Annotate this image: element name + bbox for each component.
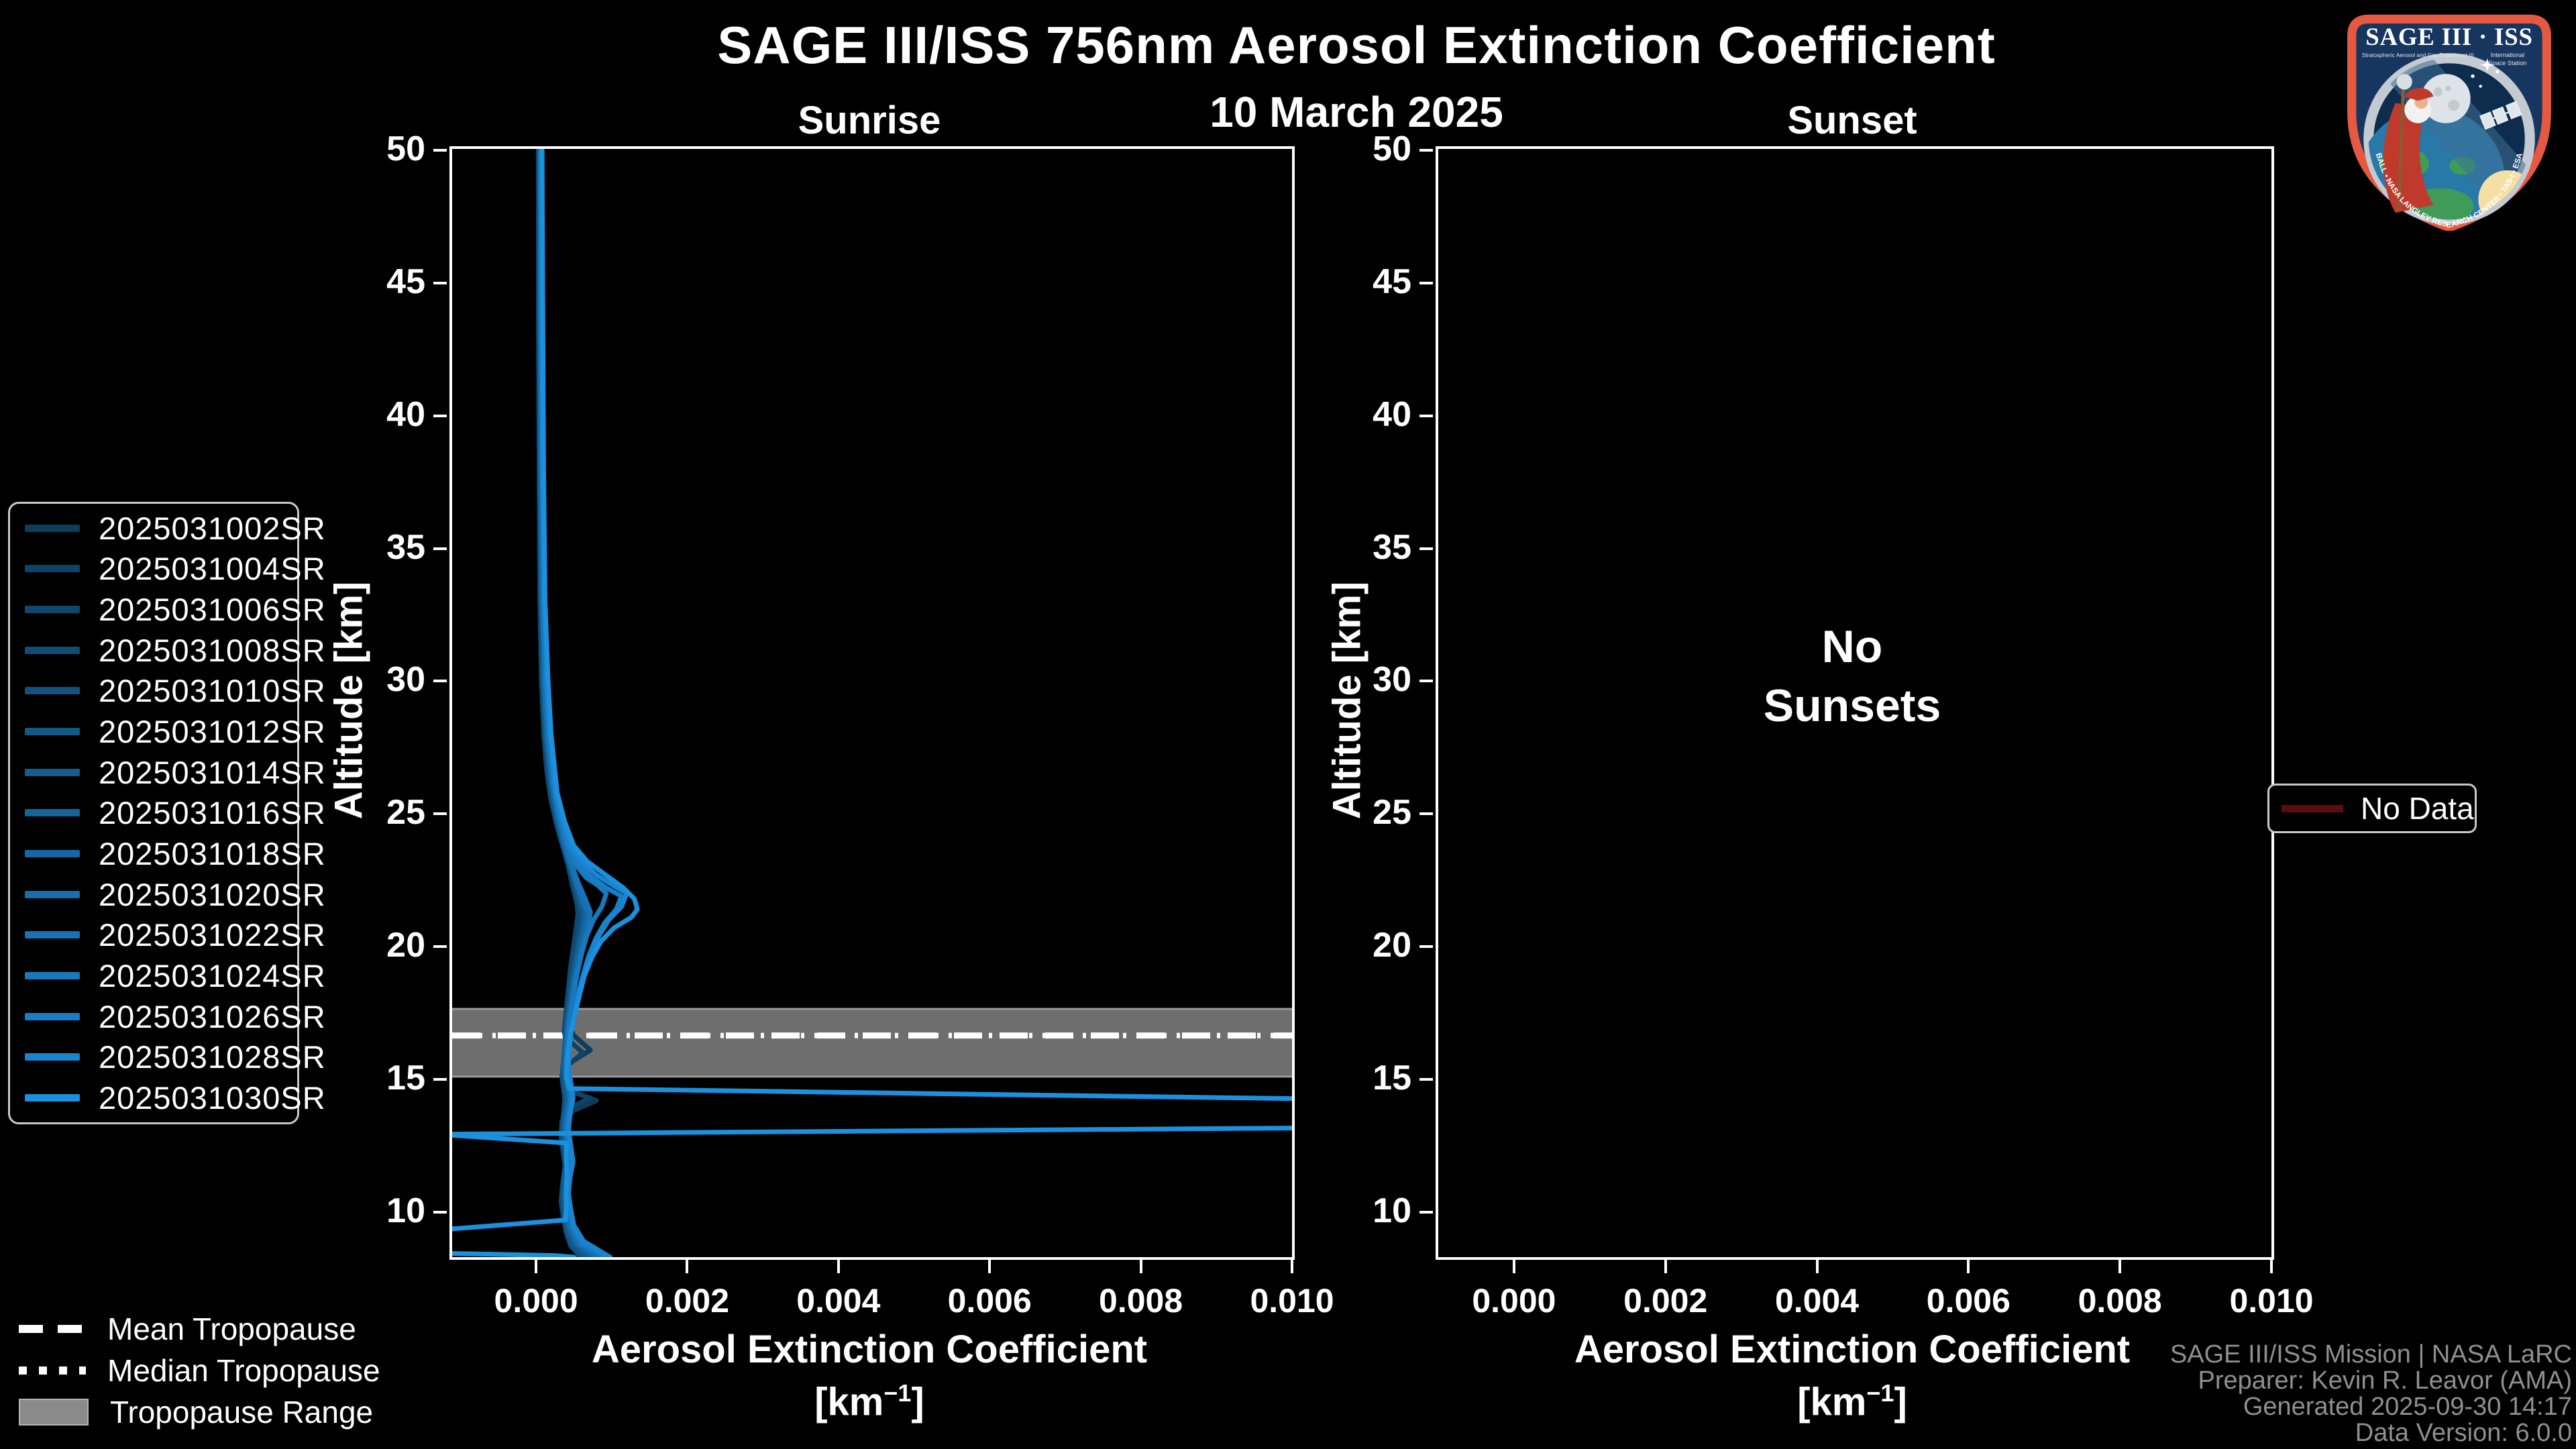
median-tropopause-legend-item: Median Tropopause bbox=[19, 1350, 380, 1391]
logo-title: SAGE III · ISS bbox=[2365, 23, 2532, 50]
no-data-line-sample bbox=[2282, 804, 2343, 812]
tropopause-range-legend-item: Tropopause Range bbox=[19, 1391, 380, 1433]
iss-icon bbox=[2479, 101, 2522, 130]
event-legend-item: 2025031022SR bbox=[10, 916, 325, 953]
logo-iss-line1: International bbox=[2491, 52, 2524, 58]
unit-exponent: −1 bbox=[883, 1379, 912, 1407]
event-legend-item: 2025031024SR bbox=[10, 957, 325, 994]
tropopause-range-band bbox=[452, 1009, 1292, 1077]
event-legend-item: 2025031004SR bbox=[10, 550, 325, 587]
no-sunsets-annotation: No Sunsets bbox=[1436, 617, 2269, 736]
event-legend-item: 2025031008SR bbox=[10, 632, 325, 669]
sunset-x-axis-unit: [km−1] bbox=[1436, 1379, 2269, 1424]
sunrise-x-axis-unit: [km−1] bbox=[449, 1379, 1289, 1424]
dotted-line-sample bbox=[19, 1366, 86, 1375]
event-legend-item: 2025031028SR bbox=[10, 1038, 325, 1075]
no-data-label: No Data bbox=[2361, 791, 2474, 826]
logo-iss-line2: Space Station bbox=[2488, 60, 2526, 66]
moon-icon bbox=[2421, 74, 2471, 123]
profile-2025031030SR bbox=[452, 149, 1292, 1257]
event-legend-item: 2025031010SR bbox=[10, 672, 325, 709]
no-data-legend: No Data bbox=[2267, 784, 2477, 833]
unit-exponent: −1 bbox=[1866, 1379, 1894, 1407]
mean-tropopause-legend-item: Mean Tropopause bbox=[19, 1308, 380, 1350]
sunset-y-axis-label: Altitude [km] bbox=[1325, 581, 1369, 820]
santa-figure bbox=[2383, 74, 2434, 213]
stars bbox=[2471, 58, 2500, 88]
event-legend-item: 2025031018SR bbox=[10, 835, 325, 872]
sunset-plot-area: 0.000 0.002 0.004 0.006 0.008 0.010 50 45 40 35 3… bbox=[1373, 129, 2314, 1320]
attribution-line: Preparer: Kevin R. Leavor (AMA) bbox=[2198, 1366, 2572, 1395]
attribution-line: SAGE III/ISS Mission | NASA LaRC bbox=[2169, 1340, 2572, 1368]
event-legend-item: 2025031006SR bbox=[10, 591, 325, 628]
event-legend: 2025031002SR 2025031004SR 2025031006SR 2025… bbox=[8, 502, 325, 1124]
unit-prefix: [km bbox=[1797, 1380, 1867, 1424]
sunset-x-axis-label: Aerosol Extinction Coefficient bbox=[1574, 1328, 2131, 1371]
mean-tropopause-label: Mean Tropopause bbox=[107, 1311, 356, 1346]
sage-iss-logo: SAGE III · ISS Stratospheric Aerosol and… bbox=[2347, 14, 2551, 231]
sunrise-panel-title: Sunrise bbox=[798, 99, 941, 142]
attribution-line: Generated 2025-09-30 14:17 bbox=[2243, 1393, 2572, 1421]
logo-subtitle: Stratospheric Aerosol and Gas Experiment… bbox=[2362, 52, 2474, 58]
event-legend-item: 2025031012SR bbox=[10, 713, 325, 750]
event-legend-item: 2025031030SR bbox=[10, 1079, 325, 1116]
sunset-panel-title: Sunset bbox=[1787, 99, 1917, 142]
dashed-line-sample bbox=[19, 1325, 86, 1333]
no-sunsets-line1: No bbox=[1821, 621, 1883, 672]
sunrise-x-axis-label: Aerosol Extinction Coefficient bbox=[591, 1328, 1148, 1371]
unit-prefix: [km bbox=[814, 1380, 884, 1424]
figure-date: 10 March 2025 bbox=[1210, 88, 1503, 136]
attribution-line: Data Version: 6.0.0 bbox=[2355, 1419, 2572, 1447]
event-legend-item: 2025031016SR bbox=[10, 794, 325, 831]
no-sunsets-line2: Sunsets bbox=[1763, 680, 1941, 732]
attribution-text: SAGE III/ISS Mission | NASA LaRC Preparer… bbox=[2170, 1342, 2572, 1446]
unit-suffix: ] bbox=[1894, 1380, 1907, 1424]
median-tropopause-label: Median Tropopause bbox=[107, 1353, 380, 1388]
sunrise-y-axis-label: Altitude [km] bbox=[327, 581, 371, 820]
unit-suffix: ] bbox=[911, 1380, 924, 1424]
figure-title: SAGE III/ISS 756nm Aerosol Extinction Co… bbox=[717, 15, 1996, 74]
tropopause-legend: Mean Tropopause Median Tropopause Tropop… bbox=[19, 1308, 380, 1433]
event-legend-item: 2025031014SR bbox=[10, 754, 325, 791]
tropopause-range-label: Tropopause Range bbox=[110, 1395, 374, 1430]
sunrise-chart bbox=[452, 149, 1292, 1257]
event-legend-item: 2025031002SR bbox=[10, 510, 325, 547]
event-legend-item: 2025031020SR bbox=[10, 876, 325, 913]
gray-band-sample bbox=[19, 1399, 89, 1426]
event-legend-item: 2025031026SR bbox=[10, 998, 325, 1035]
sunrise-plot-area: 0.000 0.002 0.004 0.006 0.008 0.010 50 45 40 35 3… bbox=[386, 129, 1334, 1320]
